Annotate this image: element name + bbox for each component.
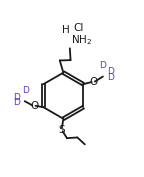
Text: D: D [99, 61, 106, 70]
Text: O: O [30, 101, 38, 111]
Text: O: O [89, 77, 97, 87]
Text: D: D [22, 86, 29, 95]
Text: S: S [58, 125, 65, 135]
Text: D: D [14, 93, 20, 102]
Text: D: D [13, 98, 20, 107]
Text: D: D [108, 73, 114, 82]
Text: NH$_2$: NH$_2$ [71, 33, 92, 47]
Text: H: H [62, 25, 69, 35]
Text: D: D [107, 67, 114, 76]
Text: Cl: Cl [73, 23, 84, 33]
